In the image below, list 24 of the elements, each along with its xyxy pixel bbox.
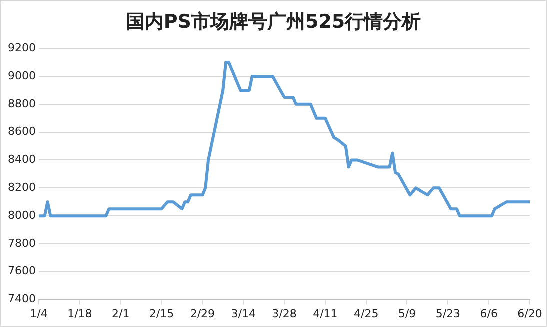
x-tick-label: 4/25 (354, 307, 379, 320)
y-tick-label: 8200 (8, 181, 36, 194)
x-tick-label: 1/18 (68, 307, 92, 320)
x-tick-label: 6/20 (518, 307, 542, 320)
y-tick-label: 8000 (8, 208, 36, 222)
x-tick-label: 1/4 (30, 307, 48, 320)
x-tick-label: 2/29 (190, 307, 216, 320)
y-tick-label: 7800 (8, 236, 36, 250)
x-tick-label: 3/28 (272, 307, 297, 320)
x-tick-label: 2/1 (112, 307, 130, 320)
y-tick-label: 7400 (8, 292, 36, 306)
x-tick-label: 6/6 (480, 307, 498, 320)
x-tick-label: 2/15 (149, 307, 174, 320)
y-tick-label: 8400 (8, 153, 36, 166)
y-tick-label: 9200 (8, 41, 36, 54)
y-tick-label: 8800 (8, 97, 36, 110)
x-tick-label: 5/23 (436, 307, 461, 320)
y-tick-label: 7600 (8, 264, 36, 278)
x-tick-label: 4/11 (313, 307, 338, 320)
chart-title: 国内PS市场牌号广州525行情分析 (124, 10, 422, 35)
y-tick-label: 8600 (8, 125, 36, 138)
x-tick-label: 3/14 (231, 307, 256, 320)
y-tick-label: 9000 (8, 69, 36, 82)
x-tick-label: 5/9 (398, 307, 416, 320)
